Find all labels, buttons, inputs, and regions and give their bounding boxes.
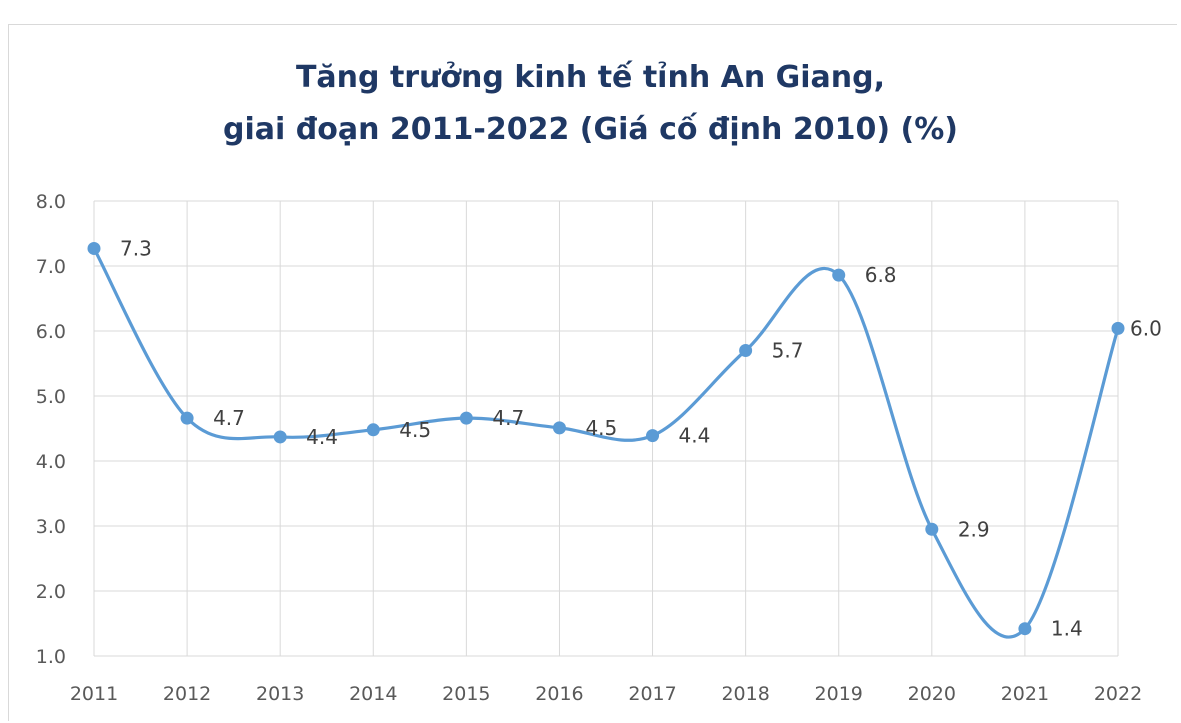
y-tick-label: 2.0 <box>36 581 66 603</box>
data-point <box>832 268 846 282</box>
data-label: 4.7 <box>492 406 524 430</box>
x-tick-label: 2017 <box>628 683 676 705</box>
data-point <box>366 423 380 437</box>
data-label: 4.7 <box>213 406 245 430</box>
data-point <box>646 429 660 443</box>
x-axis-tick-labels: 2011 2012 2013 2014 2015 2016 2017 2018 2019 2020… <box>70 683 1142 705</box>
y-axis-tick-labels: 1.0 2.0 3.0 4.0 5.0 6.0 7.0 8.0 <box>36 191 66 668</box>
y-tick-label: 4.0 <box>36 451 66 473</box>
data-point <box>459 411 473 425</box>
x-tick-label: 2016 <box>535 683 583 705</box>
data-label: 4.5 <box>399 418 431 442</box>
data-point <box>925 522 939 536</box>
y-tick-label: 5.0 <box>36 386 66 408</box>
y-tick-label: 3.0 <box>36 516 66 538</box>
data-point <box>273 430 287 444</box>
y-tick-label: 7.0 <box>36 256 66 278</box>
x-tick-label: 2022 <box>1094 683 1142 705</box>
data-label: 4.4 <box>306 425 338 449</box>
series-line <box>92 246 1120 639</box>
x-tick-label: 2015 <box>442 683 490 705</box>
data-label: 6.8 <box>865 263 897 287</box>
x-tick-label: 2013 <box>256 683 304 705</box>
data-label: 4.4 <box>679 424 711 448</box>
x-tick-label: 2020 <box>908 683 956 705</box>
data-label: 2.9 <box>958 517 990 541</box>
series-group <box>87 241 1125 639</box>
y-tick-label: 6.0 <box>36 321 66 343</box>
gridlines <box>93 200 1119 657</box>
x-tick-label: 2019 <box>815 683 863 705</box>
data-labels: 7.3 4.7 4.4 4.5 4.7 4.5 4.4 5.7 6.8 2.9 1.4 6.0 <box>120 236 1162 640</box>
data-point <box>180 411 194 425</box>
data-point <box>1111 321 1125 335</box>
chart-frame <box>8 24 1177 721</box>
chart-title-line-1: Tăng trưởng kinh tế tỉnh An Giang, <box>295 60 886 95</box>
x-tick-label: 2012 <box>163 683 211 705</box>
data-label: 5.7 <box>772 339 804 363</box>
data-point <box>1018 622 1032 636</box>
data-label: 6.0 <box>1130 316 1162 340</box>
data-label: 1.4 <box>1051 617 1083 641</box>
x-tick-label: 2011 <box>70 683 118 705</box>
data-point <box>552 421 566 435</box>
y-tick-label: 1.0 <box>36 646 66 668</box>
x-tick-label: 2014 <box>349 683 397 705</box>
x-tick-label: 2018 <box>721 683 769 705</box>
x-tick-label: 2021 <box>1001 683 1049 705</box>
y-tick-label: 8.0 <box>36 191 66 213</box>
data-point <box>739 344 753 357</box>
data-label: 4.5 <box>585 416 617 440</box>
data-label: 7.3 <box>120 236 152 260</box>
chart-title: Tăng trưởng kinh tế tỉnh An Giang, giai … <box>0 52 1181 156</box>
chart-title-line-2: giai đoạn 2011-2022 (Giá cố định 2010) (… <box>223 112 958 147</box>
data-point <box>87 241 101 255</box>
